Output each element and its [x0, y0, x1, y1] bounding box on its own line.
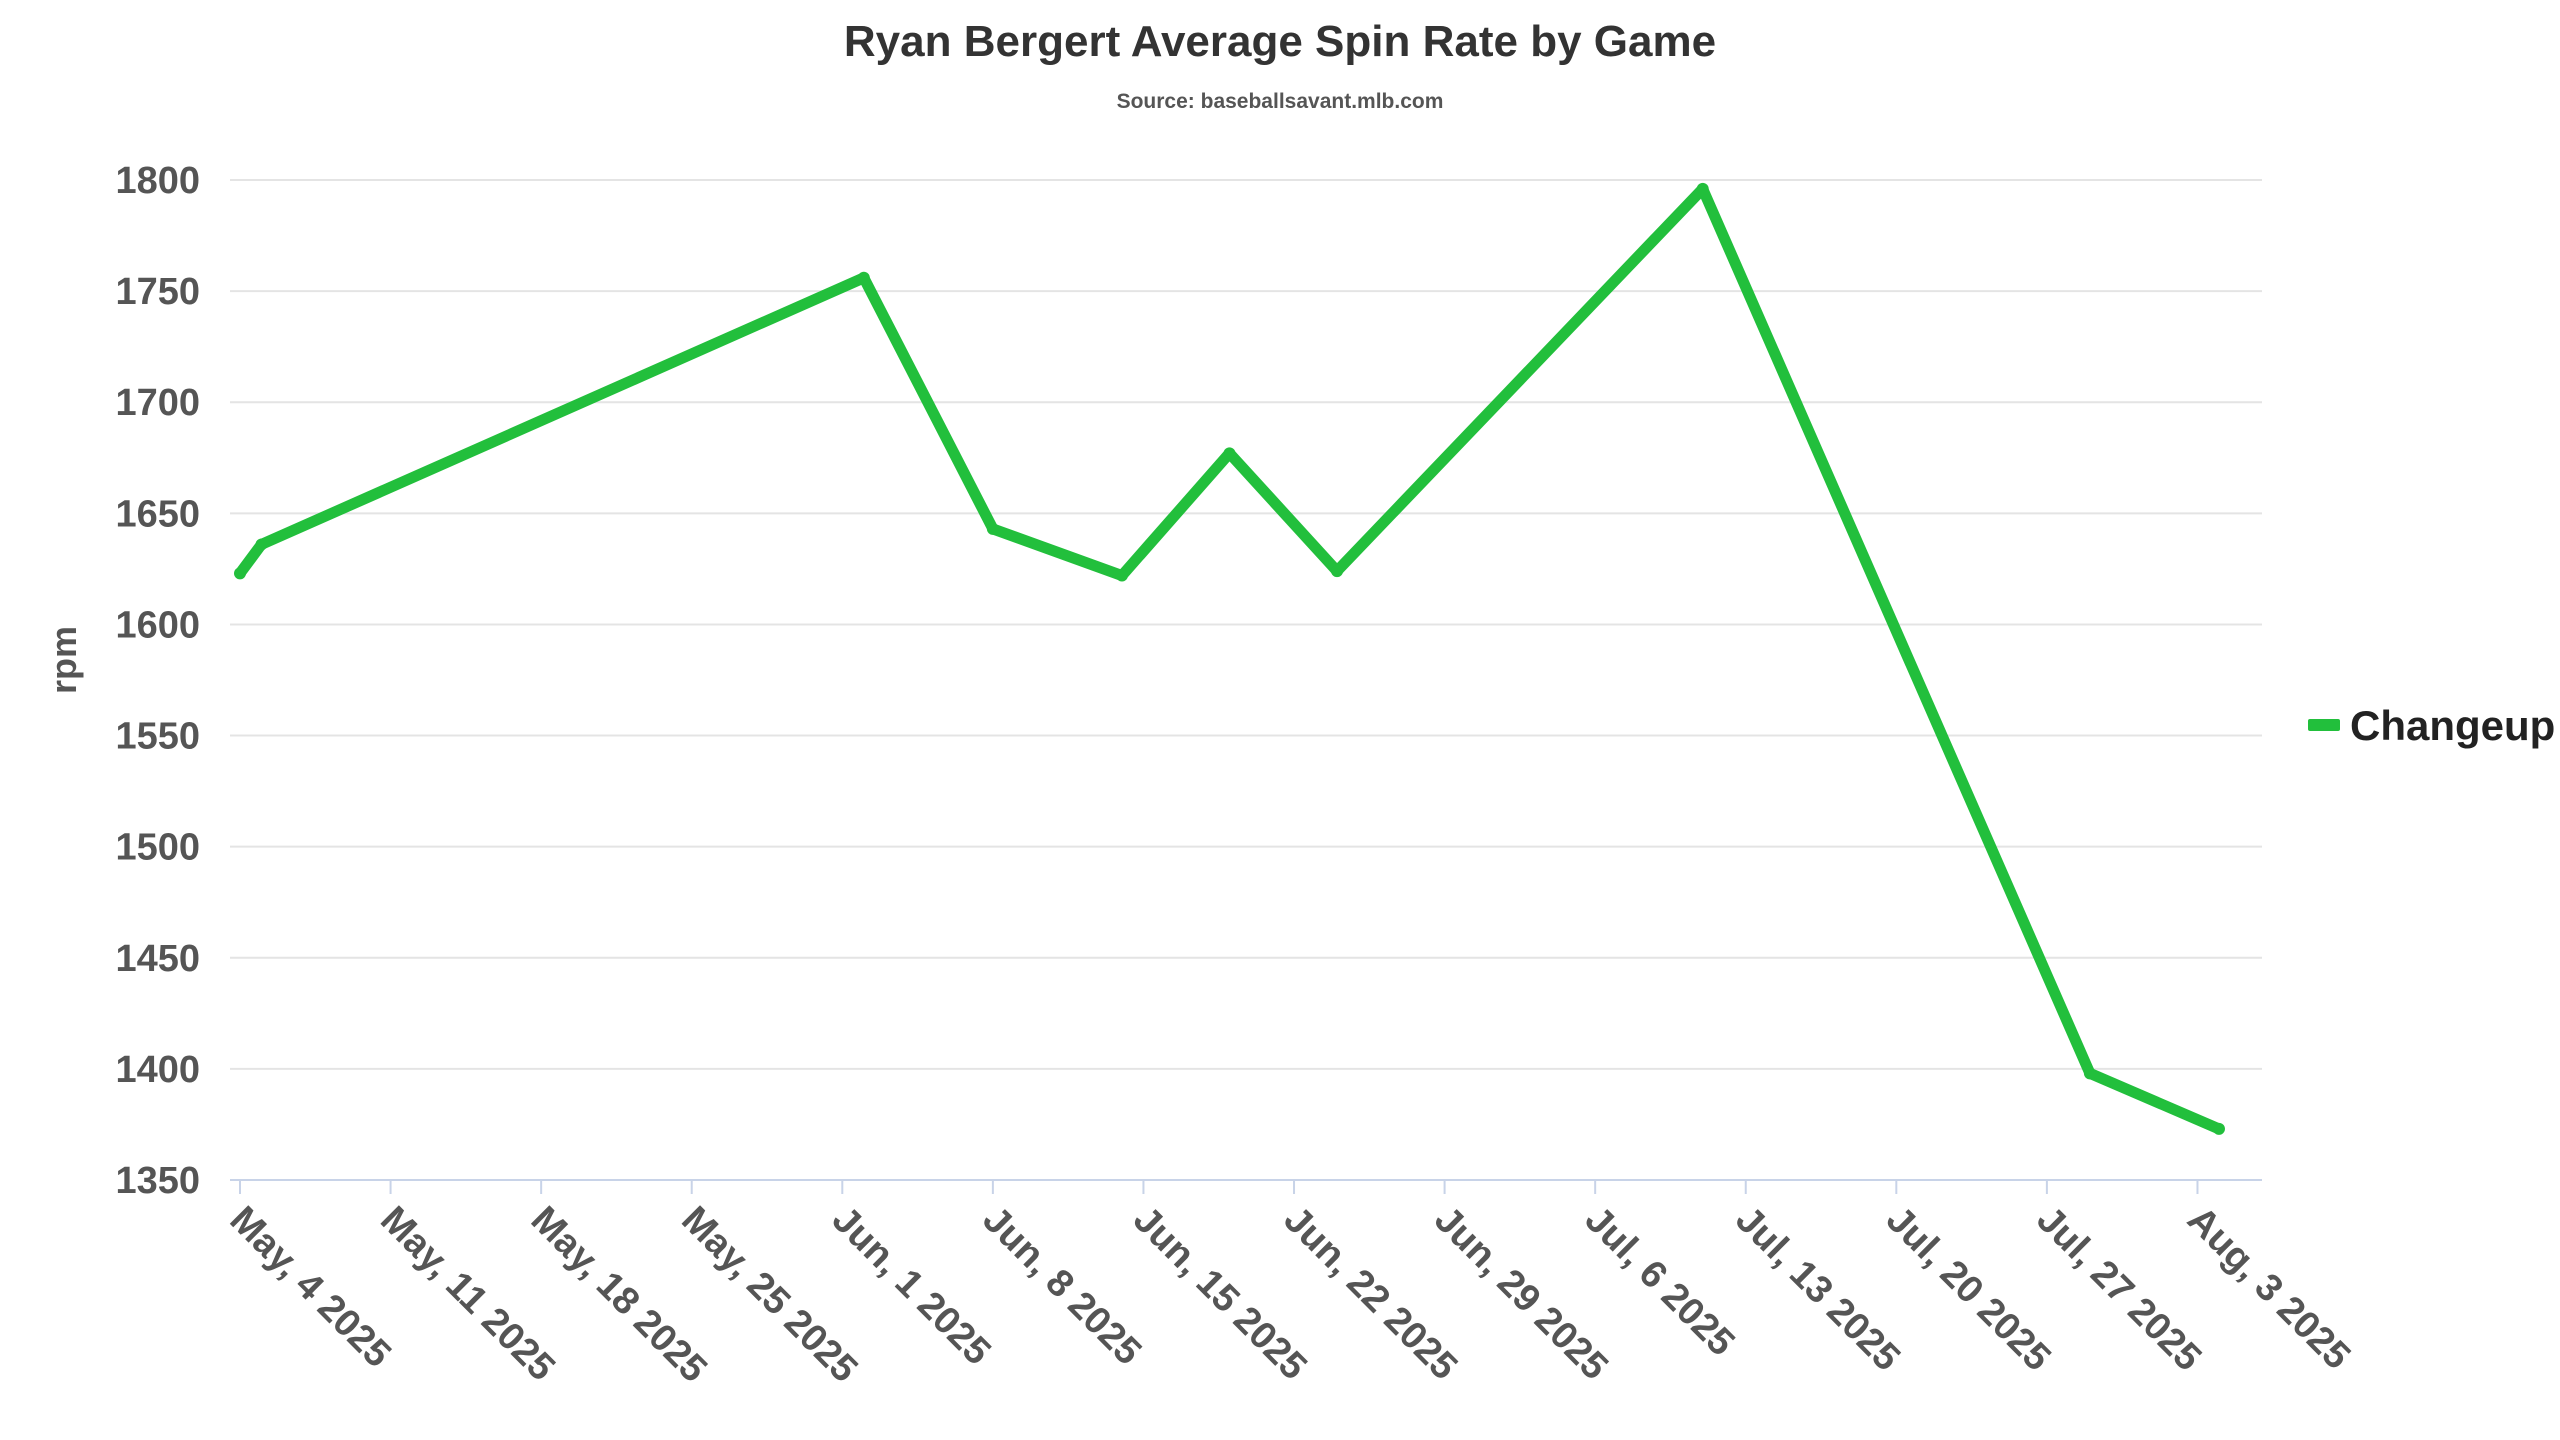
data-point[interactable]	[2083, 1067, 2096, 1080]
data-point[interactable]	[234, 567, 246, 580]
x-tick-label: Jul, 6 2025	[1577, 1199, 1743, 1365]
y-tick-label: 1650	[115, 493, 200, 535]
data-point[interactable]	[1331, 565, 1344, 578]
legend-swatch[interactable]	[2308, 719, 2340, 731]
data-point[interactable]	[255, 538, 268, 551]
data-point[interactable]	[1696, 182, 1709, 195]
y-tick-label: 1500	[115, 827, 200, 869]
data-point[interactable]	[2212, 1122, 2225, 1135]
chart-title: Ryan Bergert Average Spin Rate by Game	[844, 17, 1716, 66]
grid-lines	[230, 179, 2262, 1070]
chart-subtitle: Source: baseballsavant.mlb.com	[1117, 90, 1444, 113]
y-tick-label: 1450	[115, 938, 200, 980]
series-line-changeup[interactable]	[234, 183, 2225, 1135]
series-layer	[234, 182, 2225, 1135]
y-tick-label: 1400	[115, 1049, 200, 1091]
legend-label[interactable]: Changeup	[2350, 702, 2555, 749]
x-tick-label: May, 4 2025	[222, 1199, 399, 1376]
y-axis-ticks: 1350 1400 1450 1500 1550 1600 1650 1700 1750 1800	[115, 160, 200, 1202]
y-tick-label: 1700	[115, 382, 200, 424]
data-point[interactable]	[986, 522, 999, 535]
y-axis-label: rpm	[43, 626, 84, 694]
y-tick-label: 1550	[115, 716, 200, 758]
x-tick-label: Jun, 8 2025	[975, 1199, 1150, 1374]
data-point[interactable]	[857, 271, 870, 284]
legend[interactable]: Changeup	[2308, 702, 2555, 749]
y-tick-label: 1350	[115, 1160, 200, 1202]
y-tick-label: 1600	[115, 604, 200, 646]
data-point[interactable]	[1115, 569, 1128, 582]
y-tick-label: 1800	[115, 160, 200, 202]
data-point[interactable]	[1223, 447, 1236, 460]
y-tick-label: 1750	[115, 271, 200, 313]
